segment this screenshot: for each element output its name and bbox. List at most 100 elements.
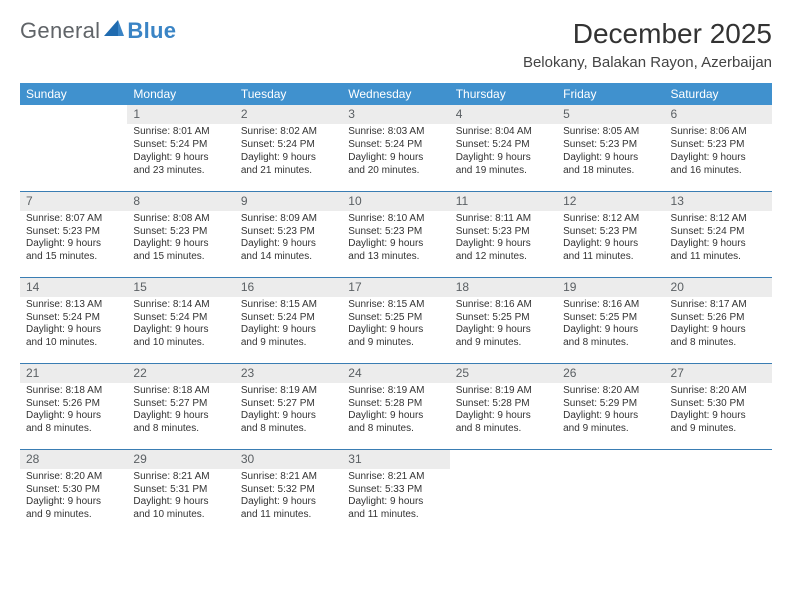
sunrise-text: Sunrise: 8:05 AM — [563, 126, 658, 139]
calendar-day-cell: 4Sunrise: 8:04 AMSunset: 5:24 PMDaylight… — [450, 105, 557, 191]
day-details: Sunrise: 8:03 AMSunset: 5:24 PMDaylight:… — [348, 126, 443, 177]
sunrise-text: Sunrise: 8:21 AM — [133, 471, 228, 484]
weekday-header: Sunday — [20, 83, 127, 105]
calendar-day-cell: 25Sunrise: 8:19 AMSunset: 5:28 PMDayligh… — [450, 363, 557, 449]
calendar-week-row: 7Sunrise: 8:07 AMSunset: 5:23 PMDaylight… — [20, 191, 772, 277]
day-number: 17 — [342, 278, 449, 297]
calendar-day-cell: . — [557, 449, 664, 535]
calendar-day-cell: . — [665, 449, 772, 535]
day-details: Sunrise: 8:21 AMSunset: 5:32 PMDaylight:… — [241, 471, 336, 522]
daylight-text: Daylight: 9 hours — [26, 410, 121, 423]
sunrise-text: Sunrise: 8:20 AM — [26, 471, 121, 484]
sunset-text: Sunset: 5:24 PM — [241, 312, 336, 325]
day-details: Sunrise: 8:09 AMSunset: 5:23 PMDaylight:… — [241, 213, 336, 264]
logo-text-blue: Blue — [127, 18, 176, 44]
sunrise-text: Sunrise: 8:08 AM — [133, 213, 228, 226]
calendar-day-cell: 28Sunrise: 8:20 AMSunset: 5:30 PMDayligh… — [20, 449, 127, 535]
weekday-header: Friday — [557, 83, 664, 105]
sunrise-text: Sunrise: 8:11 AM — [456, 213, 551, 226]
sunset-text: Sunset: 5:30 PM — [26, 484, 121, 497]
sunrise-text: Sunrise: 8:16 AM — [563, 299, 658, 312]
sunset-text: Sunset: 5:29 PM — [563, 398, 658, 411]
sunset-text: Sunset: 5:25 PM — [348, 312, 443, 325]
calendar-day-cell: 20Sunrise: 8:17 AMSunset: 5:26 PMDayligh… — [665, 277, 772, 363]
calendar-day-cell: . — [20, 105, 127, 191]
day-number: 15 — [127, 278, 234, 297]
daylight-text: Daylight: 9 hours — [348, 496, 443, 509]
daylight-text: and 20 minutes. — [348, 165, 443, 178]
sunset-text: Sunset: 5:23 PM — [241, 226, 336, 239]
daylight-text: Daylight: 9 hours — [456, 324, 551, 337]
daylight-text: Daylight: 9 hours — [563, 324, 658, 337]
calendar-day-cell: 8Sunrise: 8:08 AMSunset: 5:23 PMDaylight… — [127, 191, 234, 277]
daylight-text: Daylight: 9 hours — [563, 152, 658, 165]
daylight-text: and 14 minutes. — [241, 251, 336, 264]
daylight-text: and 15 minutes. — [133, 251, 228, 264]
daylight-text: Daylight: 9 hours — [563, 238, 658, 251]
calendar-day-cell: 12Sunrise: 8:12 AMSunset: 5:23 PMDayligh… — [557, 191, 664, 277]
sunrise-text: Sunrise: 8:21 AM — [241, 471, 336, 484]
calendar-week-row: 21Sunrise: 8:18 AMSunset: 5:26 PMDayligh… — [20, 363, 772, 449]
day-details: Sunrise: 8:11 AMSunset: 5:23 PMDaylight:… — [456, 213, 551, 264]
sunrise-text: Sunrise: 8:18 AM — [26, 385, 121, 398]
daylight-text: Daylight: 9 hours — [348, 238, 443, 251]
calendar-day-cell: 3 Sunrise: 8:03 AMSunset: 5:24 PMDaylight… — [342, 105, 449, 191]
sunset-text: Sunset: 5:24 PM — [26, 312, 121, 325]
sunrise-text: Sunrise: 8:02 AM — [241, 126, 336, 139]
calendar-day-cell: 22Sunrise: 8:18 AMSunset: 5:27 PMDayligh… — [127, 363, 234, 449]
header-right: December 2025 Belokany, Balakan Rayon, A… — [523, 18, 772, 77]
sunset-text: Sunset: 5:25 PM — [563, 312, 658, 325]
daylight-text: Daylight: 9 hours — [133, 238, 228, 251]
day-number: 18 — [450, 278, 557, 297]
calendar-day-cell: 10Sunrise: 8:10 AMSunset: 5:23 PMDayligh… — [342, 191, 449, 277]
daylight-text: Daylight: 9 hours — [26, 496, 121, 509]
daylight-text: and 9 minutes. — [26, 509, 121, 522]
day-number: 8 — [127, 192, 234, 211]
day-number: 16 — [235, 278, 342, 297]
day-number: 3 — [342, 105, 449, 124]
daylight-text: Daylight: 9 hours — [26, 238, 121, 251]
sunset-text: Sunset: 5:24 PM — [133, 312, 228, 325]
calendar-week-row: 28Sunrise: 8:20 AMSunset: 5:30 PMDayligh… — [20, 449, 772, 535]
day-details: Sunrise: 8:14 AMSunset: 5:24 PMDaylight:… — [133, 299, 228, 350]
day-details: Sunrise: 8:20 AMSunset: 5:30 PMDaylight:… — [26, 471, 121, 522]
logo-text-general: General — [20, 18, 100, 44]
sunset-text: Sunset: 5:27 PM — [133, 398, 228, 411]
weekday-header: Wednesday — [342, 83, 449, 105]
daylight-text: Daylight: 9 hours — [348, 410, 443, 423]
daylight-text: and 8 minutes. — [563, 337, 658, 350]
sunset-text: Sunset: 5:24 PM — [348, 139, 443, 152]
daylight-text: and 10 minutes. — [133, 337, 228, 350]
day-number: 26 — [557, 364, 664, 383]
sunrise-text: Sunrise: 8:10 AM — [348, 213, 443, 226]
day-details: Sunrise: 8:18 AMSunset: 5:26 PMDaylight:… — [26, 385, 121, 436]
sunrise-text: Sunrise: 8:12 AM — [671, 213, 766, 226]
daylight-text: Daylight: 9 hours — [671, 152, 766, 165]
daylight-text: Daylight: 9 hours — [241, 152, 336, 165]
day-number: 23 — [235, 364, 342, 383]
calendar-day-cell: . — [450, 449, 557, 535]
calendar-day-cell: 13Sunrise: 8:12 AMSunset: 5:24 PMDayligh… — [665, 191, 772, 277]
day-details: Sunrise: 8:16 AMSunset: 5:25 PMDaylight:… — [456, 299, 551, 350]
daylight-text: and 12 minutes. — [456, 251, 551, 264]
daylight-text: Daylight: 9 hours — [133, 410, 228, 423]
calendar-day-cell: 2Sunrise: 8:02 AMSunset: 5:24 PMDaylight… — [235, 105, 342, 191]
sunset-text: Sunset: 5:28 PM — [456, 398, 551, 411]
day-number: 4 — [450, 105, 557, 124]
day-details: Sunrise: 8:06 AMSunset: 5:23 PMDaylight:… — [671, 126, 766, 177]
day-number: 12 — [557, 192, 664, 211]
sunrise-text: Sunrise: 8:16 AM — [456, 299, 551, 312]
sunset-text: Sunset: 5:24 PM — [671, 226, 766, 239]
logo: General Blue — [20, 18, 176, 44]
daylight-text: Daylight: 9 hours — [671, 410, 766, 423]
sunrise-text: Sunrise: 8:20 AM — [671, 385, 766, 398]
sunrise-text: Sunrise: 8:14 AM — [133, 299, 228, 312]
daylight-text: and 19 minutes. — [456, 165, 551, 178]
sunrise-text: Sunrise: 8:19 AM — [241, 385, 336, 398]
day-details: Sunrise: 8:20 AMSunset: 5:29 PMDaylight:… — [563, 385, 658, 436]
sunrise-text: Sunrise: 8:19 AM — [456, 385, 551, 398]
daylight-text: and 23 minutes. — [133, 165, 228, 178]
day-details: Sunrise: 8:17 AMSunset: 5:26 PMDaylight:… — [671, 299, 766, 350]
day-number: 1 — [127, 105, 234, 124]
sunrise-text: Sunrise: 8:09 AM — [241, 213, 336, 226]
